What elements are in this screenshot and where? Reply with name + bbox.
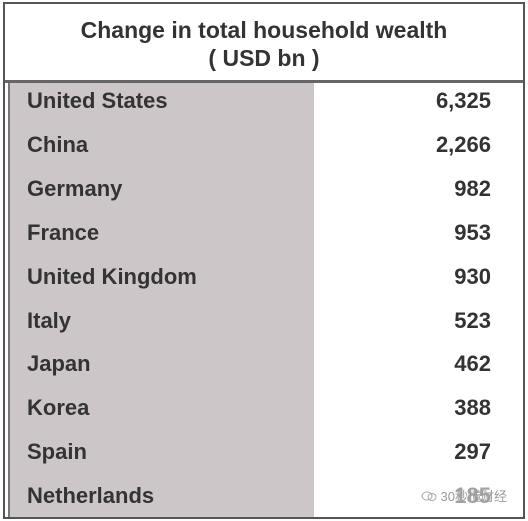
country-name: Japan bbox=[27, 351, 91, 377]
country-name: United Kingdom bbox=[27, 263, 197, 289]
country-name: Korea bbox=[27, 395, 90, 421]
wealth-change: 6,325 bbox=[435, 88, 491, 113]
watermark-icon bbox=[421, 491, 437, 501]
country-name: United States bbox=[27, 88, 168, 113]
table-frame: Change in total household wealth ( USD b… bbox=[3, 2, 525, 519]
wealth-change: 523 bbox=[454, 307, 491, 333]
country-name: Spain bbox=[27, 439, 87, 465]
country-name: Italy bbox=[27, 307, 72, 333]
subtitle: ( USD bn ) bbox=[208, 45, 320, 71]
wealth-change: 462 bbox=[454, 351, 491, 377]
wealth-change: 953 bbox=[454, 219, 491, 245]
wealth-change: 2,266 bbox=[435, 131, 491, 157]
header: Change in total household wealth ( USD b… bbox=[5, 4, 523, 83]
title: Change in total household wealth bbox=[80, 17, 448, 43]
wealth-change: 388 bbox=[454, 395, 491, 421]
watermark: 30秒懂财经 bbox=[418, 485, 509, 506]
wealth-change: 982 bbox=[454, 175, 491, 201]
country-name: France bbox=[27, 219, 100, 245]
wealth-change: 297 bbox=[454, 439, 491, 465]
country-name: Netherlands bbox=[27, 483, 155, 509]
country-name: China bbox=[27, 131, 89, 157]
wealth-change: 930 bbox=[454, 263, 491, 289]
country-column bbox=[8, 83, 314, 517]
country-name: Germany bbox=[27, 175, 123, 201]
watermark-text: 30秒懂财经 bbox=[440, 489, 507, 504]
